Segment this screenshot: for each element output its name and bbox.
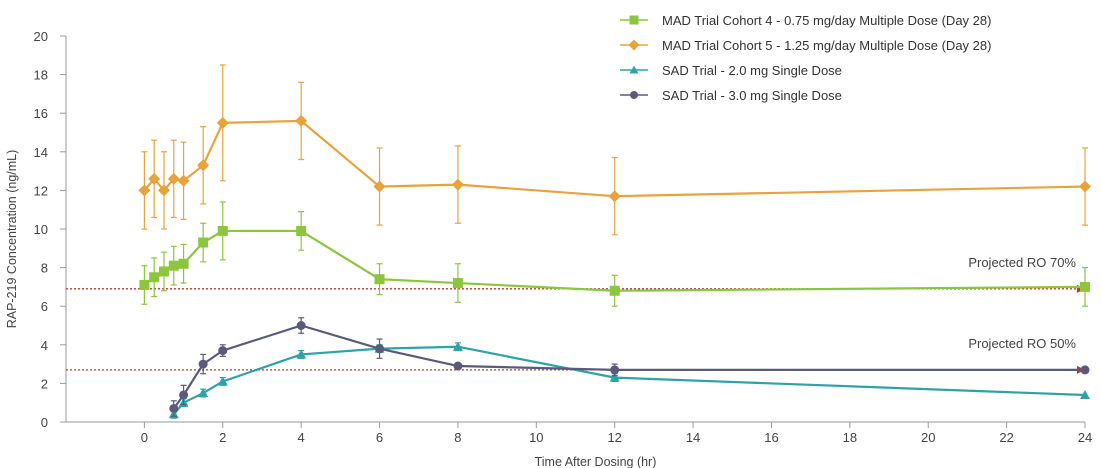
data-point — [216, 116, 229, 129]
data-point — [217, 225, 228, 236]
legend-label: SAD Trial - 3.0 mg Single Dose — [662, 88, 842, 103]
data-point — [167, 172, 180, 185]
reference-line-label: Projected RO 70% — [968, 255, 1076, 270]
data-point — [296, 225, 307, 236]
data-point — [373, 180, 386, 193]
series-line — [172, 345, 1086, 415]
x-tick-label: 8 — [454, 430, 461, 445]
legend-item: MAD Trial Cohort 5 - 1.25 mg/day Multipl… — [620, 38, 991, 53]
y-tick-label: 6 — [41, 299, 48, 314]
data-point — [198, 359, 208, 369]
data-point — [149, 272, 160, 283]
legend-marker — [628, 39, 640, 51]
data-point — [453, 361, 463, 371]
legend-marker — [629, 15, 639, 25]
data-point — [177, 174, 190, 187]
data-point — [138, 184, 151, 197]
x-tick-label: 6 — [376, 430, 383, 445]
data-point — [1080, 365, 1090, 375]
series-line — [172, 324, 1085, 410]
legend-item: SAD Trial - 2.0 mg Single Dose — [620, 63, 842, 78]
series-sad-trial-2-0-mg-single-dose — [168, 341, 1090, 419]
series-mad-trial-cohort-5-1-25-mg-day-multiple-dose-day-28 — [138, 64, 1091, 236]
data-point — [374, 274, 385, 285]
data-point — [295, 114, 308, 127]
data-point — [168, 260, 179, 271]
data-point — [148, 172, 161, 185]
x-tick-label: 10 — [529, 430, 543, 445]
reference-lines: Projected RO 70% Projected RO 50% — [66, 255, 1085, 374]
legend-item: MAD Trial Cohort 4 - 0.75 mg/day Multipl… — [620, 13, 991, 28]
series-layer — [138, 64, 1091, 419]
legend-item: SAD Trial - 3.0 mg Single Dose — [620, 88, 842, 103]
legend: MAD Trial Cohort 4 - 0.75 mg/day Multipl… — [620, 13, 991, 103]
x-tick-label: 18 — [843, 430, 857, 445]
data-point — [452, 341, 463, 351]
data-point — [157, 184, 170, 197]
data-point — [1079, 180, 1091, 193]
data-point — [452, 278, 463, 289]
y-tick-label: 10 — [34, 222, 48, 237]
data-point — [179, 390, 189, 400]
data-point — [169, 403, 179, 413]
y-tick-label: 12 — [34, 183, 48, 198]
data-point — [198, 237, 209, 248]
x-tick-label: 4 — [298, 430, 305, 445]
data-point — [608, 190, 621, 203]
y-tick-label: 16 — [34, 106, 48, 121]
data-point — [451, 178, 464, 191]
x-tick-label: 16 — [764, 430, 778, 445]
data-point — [197, 159, 210, 172]
y-ticks: 0 2 4 6 8 10 12 14 16 18 20 — [34, 29, 66, 430]
y-tick-label: 2 — [41, 376, 48, 391]
x-ticks: 0 2 4 6 8 10 12 14 16 18 20 22 24 — [141, 422, 1092, 445]
reference-line-label: Projected RO 50% — [968, 336, 1076, 351]
data-point — [610, 365, 620, 375]
y-tick-label: 14 — [34, 145, 48, 160]
axes: 0 2 4 6 8 10 12 14 16 18 20 22 24 02468101214161820 … — [5, 29, 1092, 468]
x-tick-label: 20 — [921, 430, 935, 445]
series-mad-trial-cohort-4-0-75-mg-day-multiple-dose-day-28 — [139, 201, 1090, 307]
data-point — [296, 349, 307, 359]
legend-marker — [630, 91, 638, 99]
x-tick-label: 24 — [1078, 430, 1092, 445]
y-tick-label: 20 — [34, 29, 48, 44]
y-tick-label: 8 — [41, 261, 48, 276]
x-tick-label: 14 — [686, 430, 700, 445]
data-point — [609, 372, 620, 382]
data-point — [609, 285, 620, 296]
x-tick-label: 2 — [219, 430, 226, 445]
data-point — [178, 258, 189, 269]
data-point — [375, 344, 385, 354]
data-point — [198, 388, 209, 398]
data-point — [218, 346, 228, 356]
legend-label: MAD Trial Cohort 5 - 1.25 mg/day Multipl… — [662, 38, 991, 53]
y-axis-title: RAP-219 Concentration (ng/mL) — [5, 150, 19, 329]
x-tick-label: 0 — [141, 430, 148, 445]
x-tick-label: 12 — [607, 430, 621, 445]
data-point — [158, 266, 169, 277]
legend-marker — [629, 65, 639, 74]
data-point — [1080, 389, 1090, 399]
y-tick-label: 0 — [41, 415, 48, 430]
data-point — [217, 376, 228, 386]
data-point — [1080, 281, 1090, 292]
y-tick-label: 4 — [41, 338, 48, 353]
x-tick-label: 22 — [999, 430, 1013, 445]
data-point — [139, 279, 150, 290]
x-axis-title: Time After Dosing (hr) — [535, 455, 657, 468]
data-point — [296, 321, 306, 330]
y-tick-label: 18 — [34, 68, 48, 83]
legend-label: SAD Trial - 2.0 mg Single Dose — [662, 63, 842, 78]
legend-label: MAD Trial Cohort 4 - 0.75 mg/day Multipl… — [662, 13, 991, 28]
series-sad-trial-3-0-mg-single-dose — [169, 317, 1090, 417]
